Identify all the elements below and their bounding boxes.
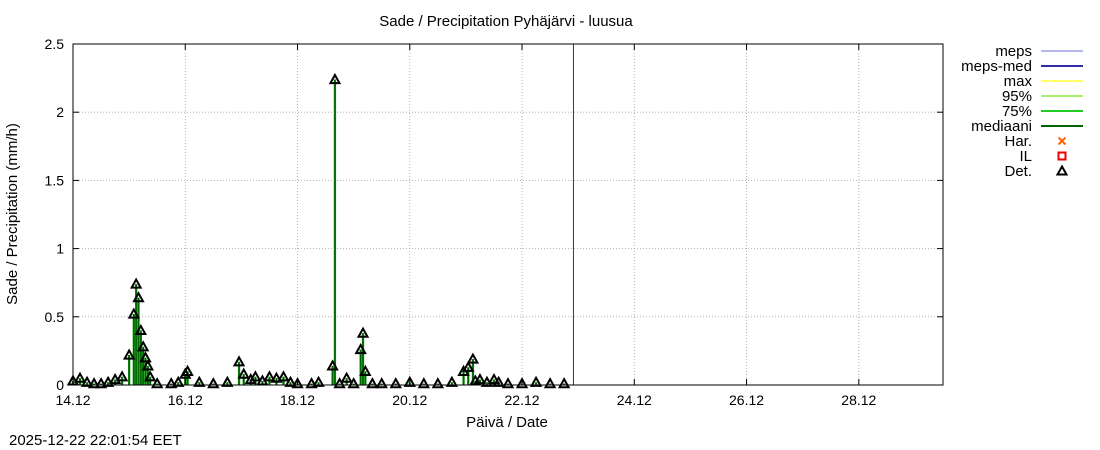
det-marker — [132, 291, 145, 303]
marks-layer — [66, 72, 571, 389]
det-marker — [492, 375, 505, 387]
legend-label: Det. — [1004, 163, 1032, 180]
det-marker — [134, 323, 148, 336]
det-marker — [165, 377, 178, 389]
x-tick-label: 20.12 — [392, 392, 427, 408]
det-marker — [356, 326, 370, 338]
legend-label: IL — [1019, 148, 1032, 165]
det-marker — [232, 355, 246, 367]
det-marker — [244, 372, 257, 385]
x-tick-label: 22.12 — [505, 392, 540, 408]
x-tick-label: 28.12 — [841, 392, 876, 408]
det-marker — [143, 370, 157, 382]
det-marker — [354, 342, 367, 355]
legend-label: meps-med — [961, 58, 1032, 75]
det-marker — [543, 377, 557, 389]
det-marker — [115, 370, 129, 382]
x-tick-label: 24.12 — [617, 392, 652, 408]
det-marker — [221, 375, 234, 387]
legend-swatch-triangle — [1055, 164, 1069, 176]
det-marker — [515, 377, 529, 389]
det-marker — [284, 375, 297, 387]
det-marker — [87, 377, 101, 389]
det-marker — [375, 377, 388, 389]
bars-layer — [71, 79, 566, 386]
y-axis-ticks: 0 0.5 1 1.5 2 2.5 — [45, 36, 943, 393]
legend-label: 75% — [1002, 103, 1032, 120]
det-marker — [305, 377, 318, 389]
det-marker — [359, 364, 372, 376]
det-marker — [172, 375, 185, 387]
det-marker — [193, 375, 206, 387]
det-marker — [487, 372, 501, 385]
det-marker — [237, 367, 250, 379]
det-marker — [129, 277, 143, 289]
det-marker — [529, 375, 543, 387]
det-marker — [136, 340, 150, 352]
det-marker — [445, 375, 459, 387]
legend-label: Har. — [1004, 133, 1032, 150]
legend-swatch-square — [1057, 151, 1067, 161]
legend-label: max — [1004, 73, 1033, 90]
chart-title: Sade / Precipitation Pyhäjärvi - luusua — [379, 13, 633, 30]
det-marker — [431, 377, 445, 389]
det-marker — [389, 377, 402, 389]
det-marker — [328, 72, 342, 85]
x-tick-label: 14.12 — [55, 392, 90, 408]
x-axis-title: Päivä / Date — [466, 414, 548, 431]
det-marker — [326, 359, 339, 371]
det-marker — [181, 364, 194, 376]
det-marker — [291, 377, 304, 389]
x-axis-ticks: 14.12 16.12 18.12 20.12 22.12 24.12 26.12 28.12 — [55, 44, 877, 408]
det-marker — [277, 370, 290, 382]
det-marker — [139, 351, 152, 363]
det-marker — [347, 377, 360, 389]
y-tick-label: 1.5 — [45, 172, 65, 188]
det-marker — [207, 377, 220, 389]
legend-label: 95% — [1002, 88, 1032, 105]
det-marker — [417, 377, 431, 389]
legend-label: mediaani — [971, 118, 1032, 135]
det-marker — [73, 371, 87, 383]
det-marker — [340, 371, 353, 383]
x-tick-label: 18.12 — [280, 392, 315, 408]
det-marker — [141, 359, 155, 371]
legend-label: meps — [995, 43, 1032, 60]
y-tick-label: 0 — [56, 377, 64, 393]
det-marker — [473, 372, 487, 385]
y-axis-title: Sade / Precipitation (mm/h) — [4, 123, 21, 305]
det-marker — [127, 307, 141, 319]
det-marker — [80, 375, 94, 387]
y-tick-label: 2.5 — [45, 36, 65, 52]
det-marker — [94, 377, 108, 389]
x-tick-label: 16.12 — [168, 392, 203, 408]
legend-swatch-cross — [1057, 136, 1067, 146]
det-marker — [466, 352, 480, 364]
det-marker — [333, 377, 346, 389]
det-marker — [249, 370, 262, 382]
det-marker — [312, 375, 325, 387]
det-marker — [366, 377, 379, 389]
x-tick-label: 26.12 — [729, 392, 764, 408]
det-marker — [150, 377, 164, 389]
det-marker — [403, 375, 416, 387]
y-tick-label: 0.5 — [45, 309, 65, 325]
y-tick-label: 1 — [56, 241, 64, 257]
det-marker — [122, 348, 136, 360]
grid-lines — [73, 44, 943, 385]
det-marker — [263, 370, 276, 382]
y-tick-label: 2 — [56, 104, 64, 120]
plot-frame — [72, 43, 944, 386]
det-marker — [501, 377, 515, 389]
det-marker — [270, 371, 283, 383]
det-marker — [557, 377, 571, 389]
det-marker — [462, 360, 475, 372]
timestamp-label: 2025-12-22 22:01:54 EET — [9, 432, 182, 449]
